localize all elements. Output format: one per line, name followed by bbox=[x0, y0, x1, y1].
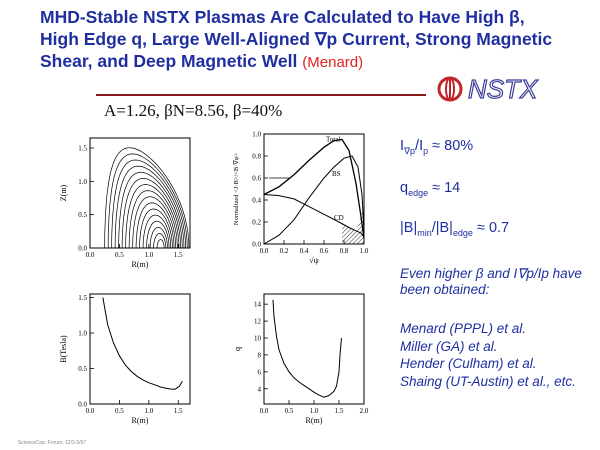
y-axis-label: q bbox=[233, 347, 242, 351]
b-field-line bbox=[102, 297, 183, 390]
reference-item: Hender (Culham) et al. bbox=[400, 356, 537, 371]
x-axis-label: R(m) bbox=[132, 416, 149, 425]
x-tick-label: 2.0 bbox=[360, 407, 369, 415]
y-tick-label: 14 bbox=[254, 301, 262, 309]
x-tick-label: 0.5 bbox=[115, 407, 124, 415]
torus-emblem-icon bbox=[437, 76, 463, 102]
y-tick-label: 0.0 bbox=[78, 401, 87, 409]
x-tick-label: 0.5 bbox=[285, 407, 294, 415]
y-tick-label: 1.5 bbox=[78, 145, 87, 153]
pressure-current-fraction: I∇p/Ip ≈ 80% bbox=[400, 138, 474, 156]
x-tick-label: 0.0 bbox=[260, 407, 269, 415]
current-profile-plot: 0.0 0.2 0.4 0.6 0.8 1.0 0.0 0.2 0.4 0.6 0.8 1.0 √ψ No… bbox=[232, 131, 369, 266]
y-tick-label: 0.8 bbox=[252, 153, 261, 161]
x-tick-label: 1.5 bbox=[174, 407, 183, 415]
y-tick-label: 6 bbox=[258, 368, 262, 376]
flux-contour bbox=[111, 159, 186, 249]
y-tick-label: 0.5 bbox=[78, 211, 87, 219]
y-tick-label: 10 bbox=[254, 335, 262, 343]
x-tick-label: 1.0 bbox=[310, 407, 319, 415]
y-tick-label: 12 bbox=[254, 318, 262, 326]
plasma-parameters: A=1.26, βN=8.56, β=40% bbox=[104, 101, 283, 120]
plot-frame bbox=[263, 133, 365, 245]
flux-contour bbox=[142, 214, 172, 248]
magnetic-well-ratio: |B|min/|B|edge ≈ 0.7 bbox=[400, 220, 510, 238]
x-tick-label: 0.2 bbox=[280, 247, 289, 255]
slide-footer: ScienceCop. Forum. 12/3-5/97 bbox=[18, 440, 87, 446]
series-label: Total bbox=[326, 136, 340, 144]
y-tick-label: 8 bbox=[258, 351, 262, 359]
higher-beta-note: Even higher β and I∇p/Ip have been obtai… bbox=[400, 266, 582, 297]
logo-text: NSTX bbox=[468, 74, 539, 104]
reference-item: Menard (PPPL) et al. bbox=[400, 321, 527, 336]
edge-q-value: qedge ≈ 14 bbox=[400, 180, 461, 198]
flux-contour bbox=[114, 165, 185, 249]
current-series-line bbox=[263, 194, 365, 238]
y-tick-label: 0.5 bbox=[78, 365, 87, 373]
x-tick-label: 1.5 bbox=[174, 251, 183, 259]
series-label: CD bbox=[334, 214, 344, 222]
reference-list: Menard (PPPL) et al. Miller (GA) et al. … bbox=[400, 320, 595, 390]
slide-title: MHD-Stable NSTX Plasmas Are Calculated t… bbox=[40, 7, 553, 71]
reference-item: Miller (GA) et al. bbox=[400, 338, 498, 354]
title-underline bbox=[96, 94, 426, 96]
flux-contour bbox=[128, 190, 178, 249]
safety-factor-plot: 0.0 0.5 1.0 1.5 2.0 4 6 8 10 12 14 R(m) q bbox=[233, 293, 369, 425]
flux-contour bbox=[135, 202, 175, 248]
plot-frame bbox=[89, 293, 191, 405]
y-tick-label: 1.0 bbox=[78, 178, 87, 186]
x-axis-label: R(m) bbox=[306, 416, 323, 425]
flux-contour bbox=[139, 208, 173, 249]
x-tick-label: 1.0 bbox=[144, 407, 153, 415]
x-tick-label: 0.0 bbox=[86, 407, 95, 415]
y-tick-label: 0.4 bbox=[252, 197, 261, 205]
current-series-line bbox=[263, 138, 365, 239]
flux-contour bbox=[118, 171, 183, 249]
flux-contour bbox=[125, 184, 180, 249]
y-axis-label: Normalized <J·B>/<B·∇φ> bbox=[232, 152, 240, 225]
x-tick-label: 0.8 bbox=[340, 247, 349, 255]
magnetic-field-plot: 0.0 0.5 1.0 1.5 0.0 0.5 1.0 1.5 R(m) B(Tesla) bbox=[59, 293, 191, 425]
x-tick-label: 0.6 bbox=[320, 247, 329, 255]
x-tick-label: 0.5 bbox=[115, 251, 124, 259]
y-axis-label: Z(m) bbox=[59, 184, 68, 201]
y-tick-label: 0.2 bbox=[252, 219, 261, 227]
y-axis-label: B(Tesla) bbox=[59, 335, 68, 363]
author-tag: (Menard) bbox=[302, 54, 364, 71]
flux-surface-plot: 0.0 0.5 1.0 1.5 0.0 0.5 1.0 1.5 R(m) Z(m) bbox=[59, 137, 191, 269]
x-axis-label: R(m) bbox=[132, 260, 149, 269]
x-tick-label: 0.0 bbox=[86, 251, 95, 259]
reference-item: Shaing (UT-Austin) et al., etc. bbox=[400, 373, 576, 389]
flux-contour bbox=[156, 239, 165, 248]
y-tick-label: 0.0 bbox=[252, 241, 261, 249]
flux-contour bbox=[146, 220, 170, 249]
q-profile-line bbox=[272, 299, 342, 398]
y-tick-label: 1.0 bbox=[78, 330, 87, 338]
x-axis-label: √ψ bbox=[309, 256, 318, 265]
flux-contour bbox=[121, 177, 182, 249]
x-tick-label: 0.0 bbox=[260, 247, 269, 255]
x-tick-label: 1.0 bbox=[144, 251, 153, 259]
flux-contour bbox=[153, 233, 167, 248]
x-tick-label: 1.5 bbox=[335, 407, 344, 415]
y-tick-label: 4 bbox=[258, 385, 262, 393]
nstx-logo: NSTX bbox=[437, 74, 540, 104]
y-tick-label: 1.0 bbox=[252, 131, 261, 139]
series-label: BS bbox=[332, 170, 341, 178]
y-tick-label: 1.5 bbox=[78, 294, 87, 302]
y-tick-label: 0.6 bbox=[252, 175, 261, 183]
flux-contour bbox=[149, 226, 168, 248]
flux-contour bbox=[104, 147, 190, 249]
x-tick-label: 1.0 bbox=[360, 247, 369, 255]
y-tick-label: 0.0 bbox=[78, 245, 87, 253]
current-series-line bbox=[263, 155, 365, 245]
x-tick-label: 0.4 bbox=[300, 247, 309, 255]
flux-contour bbox=[107, 153, 188, 249]
plot-frame bbox=[89, 137, 191, 249]
flux-contour bbox=[132, 196, 177, 249]
cd-hatched-region bbox=[342, 205, 364, 244]
